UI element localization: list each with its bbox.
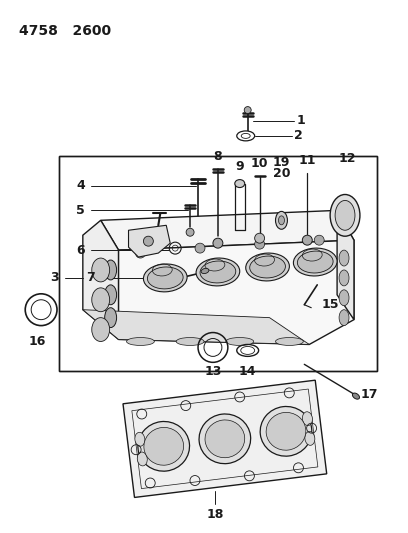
Circle shape bbox=[255, 233, 264, 243]
Ellipse shape bbox=[339, 250, 349, 266]
Text: 19: 19 bbox=[273, 156, 290, 168]
Polygon shape bbox=[119, 240, 354, 344]
Polygon shape bbox=[337, 211, 354, 320]
Text: 13: 13 bbox=[204, 365, 222, 378]
Circle shape bbox=[314, 235, 324, 245]
Text: 6: 6 bbox=[76, 244, 85, 256]
Ellipse shape bbox=[200, 261, 236, 283]
Ellipse shape bbox=[105, 260, 117, 280]
Ellipse shape bbox=[226, 337, 254, 345]
Ellipse shape bbox=[293, 248, 337, 276]
Polygon shape bbox=[129, 225, 170, 257]
Text: 4758   2600: 4758 2600 bbox=[19, 23, 111, 38]
Ellipse shape bbox=[246, 253, 289, 281]
Text: 16: 16 bbox=[29, 335, 46, 348]
Ellipse shape bbox=[144, 427, 184, 465]
Circle shape bbox=[213, 238, 223, 248]
Ellipse shape bbox=[353, 393, 359, 399]
Text: 15: 15 bbox=[321, 298, 339, 311]
Text: 5: 5 bbox=[76, 204, 85, 217]
Text: 20: 20 bbox=[273, 167, 290, 180]
Ellipse shape bbox=[339, 310, 349, 326]
Ellipse shape bbox=[275, 212, 287, 229]
Circle shape bbox=[144, 236, 153, 246]
Text: 7: 7 bbox=[86, 271, 95, 285]
Ellipse shape bbox=[199, 414, 251, 464]
Polygon shape bbox=[123, 380, 327, 497]
Text: 9: 9 bbox=[235, 160, 244, 173]
Ellipse shape bbox=[279, 216, 284, 225]
Circle shape bbox=[244, 107, 251, 114]
Polygon shape bbox=[83, 310, 309, 344]
Circle shape bbox=[135, 248, 145, 258]
Ellipse shape bbox=[137, 452, 147, 466]
Ellipse shape bbox=[275, 337, 303, 345]
Circle shape bbox=[255, 239, 264, 249]
Circle shape bbox=[186, 228, 194, 236]
Ellipse shape bbox=[92, 288, 110, 312]
Circle shape bbox=[302, 235, 312, 245]
Ellipse shape bbox=[135, 432, 145, 446]
Ellipse shape bbox=[235, 180, 245, 188]
Circle shape bbox=[195, 243, 205, 253]
Ellipse shape bbox=[339, 290, 349, 306]
Ellipse shape bbox=[250, 256, 286, 278]
Ellipse shape bbox=[205, 420, 245, 458]
Ellipse shape bbox=[335, 200, 355, 230]
Text: 17: 17 bbox=[361, 387, 379, 401]
Text: 14: 14 bbox=[239, 365, 257, 378]
Text: 2: 2 bbox=[295, 130, 303, 142]
Text: 18: 18 bbox=[206, 508, 224, 521]
Text: 11: 11 bbox=[299, 154, 316, 167]
Ellipse shape bbox=[237, 131, 255, 141]
Ellipse shape bbox=[126, 337, 154, 345]
Text: 10: 10 bbox=[251, 157, 268, 169]
Ellipse shape bbox=[105, 285, 117, 305]
Text: 3: 3 bbox=[50, 271, 59, 285]
Ellipse shape bbox=[92, 318, 110, 342]
Ellipse shape bbox=[196, 258, 240, 286]
Ellipse shape bbox=[138, 422, 190, 471]
Text: 1: 1 bbox=[296, 115, 305, 127]
Ellipse shape bbox=[105, 308, 117, 328]
Ellipse shape bbox=[176, 337, 204, 345]
Ellipse shape bbox=[297, 251, 333, 273]
Text: 4: 4 bbox=[76, 179, 85, 192]
Ellipse shape bbox=[305, 431, 315, 445]
Text: 12: 12 bbox=[338, 152, 356, 165]
Ellipse shape bbox=[147, 267, 183, 289]
Bar bbox=[59, 156, 377, 372]
Polygon shape bbox=[83, 220, 119, 340]
Ellipse shape bbox=[302, 412, 313, 425]
Polygon shape bbox=[101, 211, 354, 250]
Ellipse shape bbox=[339, 270, 349, 286]
Bar bbox=[59, 156, 377, 372]
Ellipse shape bbox=[92, 258, 110, 282]
Ellipse shape bbox=[330, 195, 360, 236]
Text: 8: 8 bbox=[214, 150, 222, 163]
Ellipse shape bbox=[260, 407, 312, 456]
Ellipse shape bbox=[266, 413, 306, 450]
Ellipse shape bbox=[144, 264, 187, 292]
Ellipse shape bbox=[201, 268, 209, 273]
